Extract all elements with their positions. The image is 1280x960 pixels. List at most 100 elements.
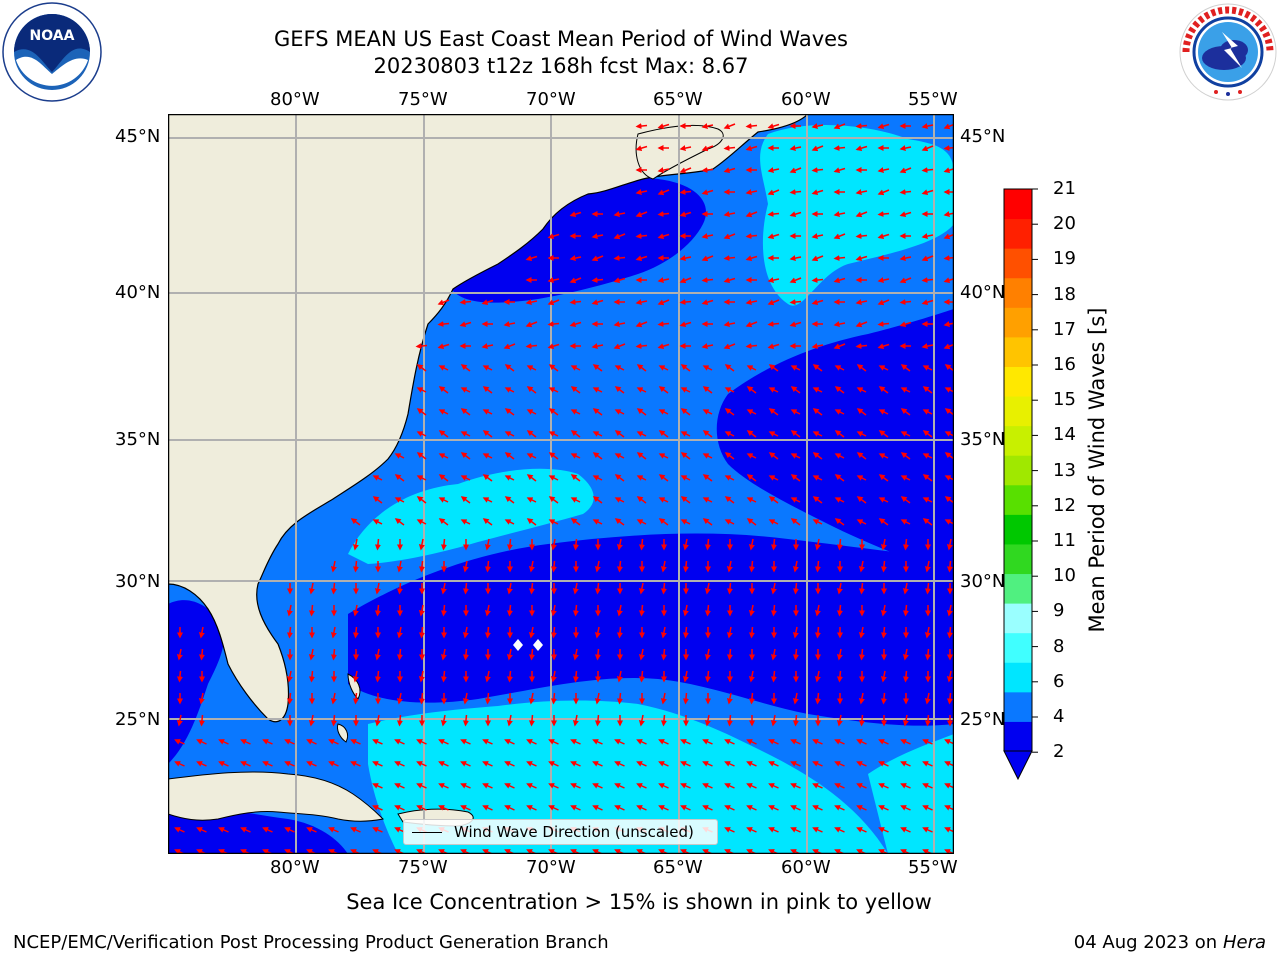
wave-direction-arrow bbox=[790, 497, 801, 503]
wave-direction-arrow bbox=[657, 343, 670, 350]
wave-direction-arrow bbox=[767, 299, 780, 306]
wave-direction-arrow bbox=[878, 827, 889, 833]
wave-direction-arrow bbox=[286, 604, 293, 617]
wave-direction-arrow bbox=[812, 431, 823, 437]
wave-direction-arrow bbox=[900, 761, 911, 767]
wave-direction-arrow bbox=[834, 497, 845, 503]
wave-direction-arrow bbox=[878, 805, 889, 811]
wave-direction-arrow bbox=[658, 474, 669, 482]
wave-direction-arrow bbox=[528, 714, 535, 727]
wave-direction-arrow bbox=[528, 582, 535, 595]
lat-label-40n-right: 40°N bbox=[960, 282, 1006, 303]
wave-direction-arrow bbox=[814, 604, 821, 617]
wave-direction-arrow bbox=[814, 560, 821, 573]
wave-direction-arrow bbox=[482, 497, 493, 503]
wave-direction-arrow bbox=[812, 739, 823, 745]
wave-direction-arrow bbox=[812, 387, 823, 393]
wave-direction-arrow bbox=[921, 145, 934, 152]
wave-direction-arrow bbox=[900, 431, 911, 437]
wave-direction-arrow bbox=[922, 409, 933, 415]
wave-direction-arrow bbox=[548, 783, 559, 789]
wave-direction-arrow bbox=[525, 343, 538, 350]
wave-direction-arrow bbox=[286, 692, 293, 705]
wave-direction-arrow bbox=[613, 343, 626, 350]
wave-direction-arrow bbox=[767, 189, 780, 196]
wave-direction-arrow bbox=[900, 452, 911, 460]
colorbar-band bbox=[1004, 366, 1032, 397]
wave-direction-arrow bbox=[748, 692, 755, 705]
wave-direction-arrow bbox=[658, 805, 669, 811]
colorbar-band bbox=[1004, 603, 1032, 634]
wave-direction-arrow bbox=[924, 692, 931, 705]
wave-direction-arrow bbox=[878, 386, 889, 394]
wave-direction-arrow bbox=[484, 626, 491, 639]
wave-direction-arrow bbox=[943, 255, 954, 262]
wave-direction-arrow bbox=[878, 430, 889, 438]
wave-direction-arrow bbox=[855, 123, 868, 130]
wave-direction-arrow bbox=[482, 474, 493, 482]
wave-direction-arrow bbox=[526, 739, 537, 745]
colorbar-tick-label: 4 bbox=[1053, 706, 1065, 727]
wave-direction-arrow bbox=[616, 670, 623, 683]
wave-direction-arrow bbox=[768, 783, 779, 789]
wave-direction-arrow bbox=[484, 604, 491, 617]
wave-direction-arrow bbox=[658, 518, 669, 526]
wave-direction-arrow bbox=[572, 714, 579, 727]
wave-direction-arrow bbox=[946, 538, 953, 551]
wave-direction-arrow bbox=[679, 277, 692, 284]
wave-direction-arrow bbox=[789, 211, 802, 218]
wave-direction-arrow bbox=[856, 783, 867, 789]
wave-direction-arrow bbox=[396, 560, 403, 573]
wave-direction-arrow bbox=[284, 827, 295, 833]
wave-direction-arrow bbox=[528, 626, 535, 639]
wave-direction-arrow bbox=[745, 123, 758, 130]
wave-direction-arrow bbox=[526, 805, 537, 811]
wave-direction-arrow bbox=[745, 255, 758, 262]
wave-direction-arrow bbox=[836, 648, 843, 661]
wave-direction-arrow bbox=[811, 123, 824, 130]
wave-direction-arrow bbox=[415, 343, 428, 350]
wave-direction-arrow bbox=[682, 670, 689, 683]
wave-direction-arrow bbox=[900, 364, 911, 372]
wave-direction-arrow bbox=[525, 255, 538, 262]
map-legend: Wind Wave Direction (unscaled) bbox=[403, 819, 718, 845]
wave-direction-arrow bbox=[638, 670, 645, 683]
wave-direction-arrow bbox=[921, 277, 934, 284]
wave-direction-arrow bbox=[767, 321, 780, 328]
wave-direction-arrow bbox=[438, 474, 449, 482]
wave-direction-arrow bbox=[834, 453, 845, 459]
lat-label-40n-left: 40°N bbox=[115, 282, 161, 303]
wave-direction-arrow bbox=[460, 496, 471, 504]
wave-direction-arrow bbox=[792, 626, 799, 639]
lon-label-55w-bottom: 55°W bbox=[908, 857, 958, 878]
wave-direction-arrow bbox=[658, 761, 669, 767]
wave-direction-arrow bbox=[704, 648, 711, 661]
wave-direction-arrow bbox=[858, 714, 865, 727]
wave-direction-arrow bbox=[440, 648, 447, 661]
wave-direction-arrow bbox=[877, 211, 890, 218]
wave-direction-arrow bbox=[528, 692, 535, 705]
wave-direction-arrow bbox=[899, 277, 912, 284]
wave-direction-arrow bbox=[657, 233, 670, 240]
wave-direction-arrow bbox=[174, 827, 185, 833]
wave-direction-arrow bbox=[900, 475, 911, 481]
wave-direction-arrow bbox=[790, 518, 801, 526]
wave-direction-arrow bbox=[682, 604, 689, 617]
wave-direction-arrow bbox=[504, 496, 515, 504]
wave-direction-arrow bbox=[680, 496, 691, 504]
wave-direction-arrow bbox=[748, 604, 755, 617]
wave-direction-arrow bbox=[635, 123, 648, 130]
wave-direction-arrow bbox=[306, 827, 317, 833]
wave-direction-arrow bbox=[724, 519, 735, 525]
wave-direction-arrow bbox=[592, 805, 603, 811]
wave-direction-arrow bbox=[811, 167, 824, 174]
wave-direction-arrow bbox=[504, 519, 515, 525]
colorbar-tick-label: 9 bbox=[1053, 600, 1065, 622]
wave-direction-arrow bbox=[724, 761, 735, 767]
wave-direction-arrow bbox=[570, 783, 581, 789]
wave-direction-arrow bbox=[614, 409, 625, 415]
wave-direction-arrow bbox=[877, 321, 890, 328]
wave-direction-arrow bbox=[416, 805, 427, 811]
wave-direction-arrow bbox=[372, 761, 383, 767]
wave-direction-arrow bbox=[723, 255, 736, 262]
